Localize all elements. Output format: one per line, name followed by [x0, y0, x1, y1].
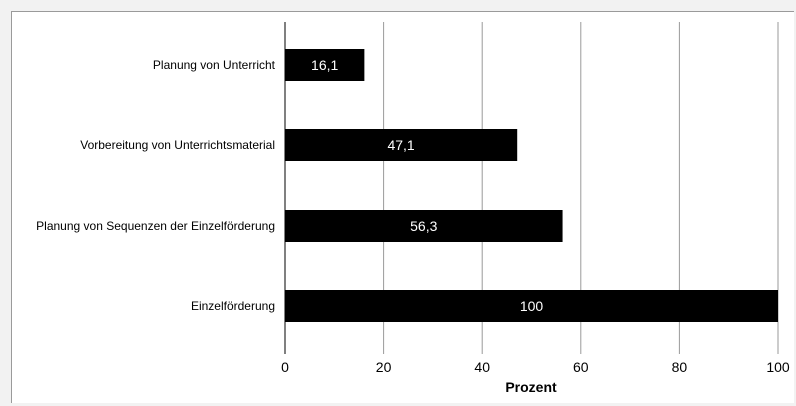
data-label: 100: [520, 298, 544, 314]
x-tick-label: 40: [474, 359, 490, 375]
data-label: 56,3: [410, 218, 437, 234]
x-tick-label: 60: [573, 359, 589, 375]
x-tick-label: 0: [281, 359, 289, 375]
bar: [285, 210, 563, 242]
category-labels: Planung von Unterricht Vorbereitung von U…: [36, 58, 276, 313]
x-tick-label: 20: [376, 359, 392, 375]
category-label: Einzelförderung: [191, 299, 275, 313]
data-label: 47,1: [387, 137, 414, 153]
data-label: 16,1: [311, 57, 338, 73]
x-tick-label: 80: [672, 359, 688, 375]
bar: [285, 129, 518, 161]
chart-frame: [11, 11, 794, 403]
category-label: Planung von Unterricht: [153, 58, 276, 72]
bar: [285, 290, 778, 322]
x-tick-labels: 0 20 40 60 80 100: [281, 359, 790, 375]
category-label: Vorbereitung von Unterrichtsmaterial: [80, 138, 275, 152]
x-tick-label: 100: [766, 359, 790, 375]
category-label: Planung von Sequenzen der Einzelförderun…: [36, 219, 275, 233]
bar: [285, 49, 365, 81]
bars: 16,1 47,1 56,3 100: [285, 49, 778, 322]
x-axis-title: Prozent: [505, 379, 557, 395]
